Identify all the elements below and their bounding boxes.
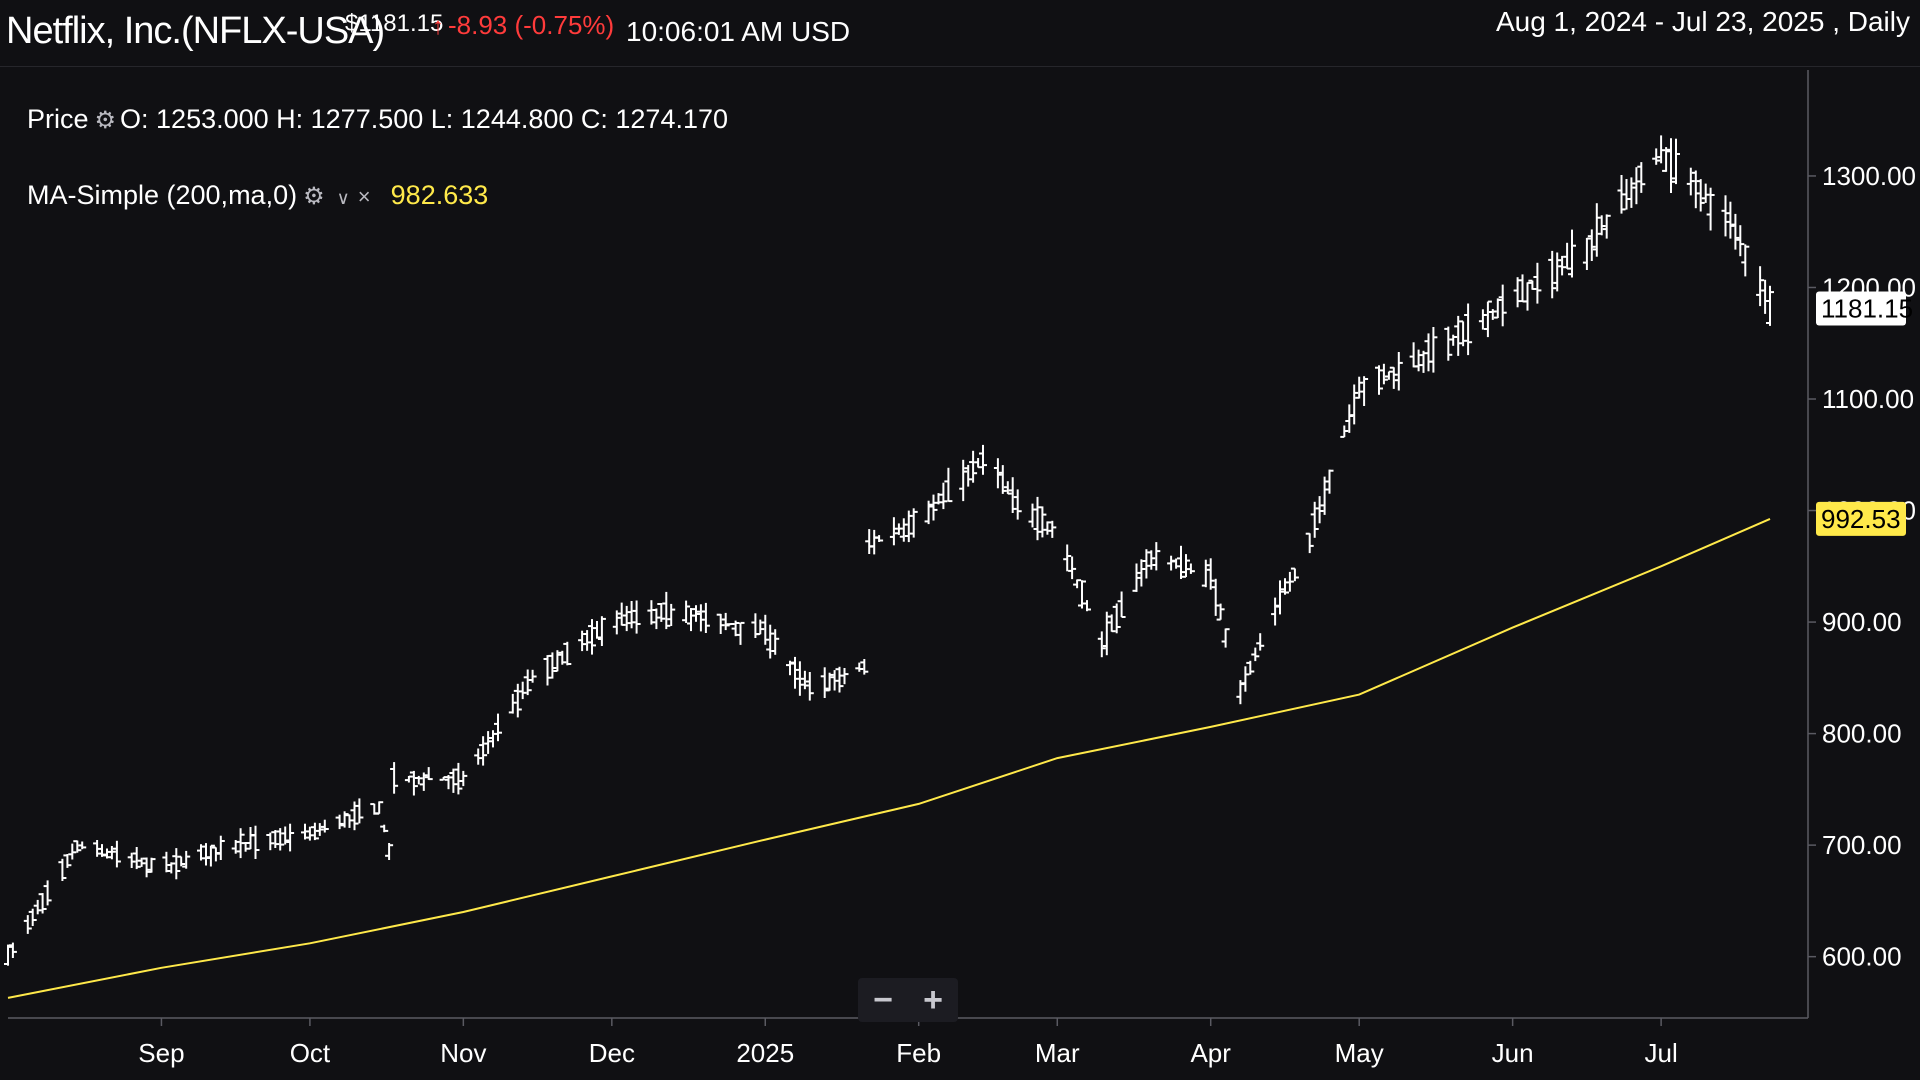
ma-value-tag-label: 992.53 [1821, 504, 1901, 534]
quote-time: 10:06:01 AM USD [626, 16, 851, 47]
ma-value-tag-box [1816, 501, 1906, 536]
current-price: $1181.15 [345, 10, 444, 37]
y-tick-label: 900.00 [1822, 607, 1902, 637]
zoom-controls: − + [858, 978, 958, 1022]
x-tick-label: May [1335, 1038, 1384, 1068]
price-legend-label: Price [27, 104, 89, 134]
y-tick-label: 700.00 [1822, 830, 1902, 860]
x-tick-label: Mar [1035, 1038, 1080, 1068]
price-legend: Price ⚙ O: 1253.000 H: 1277.500 L: 1244.80… [27, 104, 728, 135]
x-tick-label: Jun [1492, 1038, 1534, 1068]
gear-icon[interactable]: ⚙ [94, 107, 117, 134]
chevron-down-icon[interactable]: ∨ [336, 188, 350, 208]
arrow-up-icon: ↑ [432, 13, 444, 40]
x-tick-label: Feb [896, 1038, 941, 1068]
ma-layer [7, 517, 1771, 999]
x-tick-label: Sep [138, 1038, 184, 1068]
last-price-tag-box [1816, 291, 1906, 326]
price-change: ↑ -8.93 (-0.75%) [432, 10, 614, 41]
x-tick-label: Oct [290, 1038, 331, 1068]
close-icon[interactable]: × [357, 184, 371, 209]
y-tick-label: 1100.00 [1822, 384, 1914, 414]
ma-legend-label: MA-Simple (200,ma,0) [27, 180, 298, 210]
price-change-value: -8.93 (-0.75%) [448, 10, 615, 40]
y-tick-label: 600.00 [1822, 942, 1902, 972]
ma-legend-value: 982.633 [390, 180, 489, 210]
y-tick-label: 800.00 [1822, 719, 1902, 749]
price-tags: 1181.15 992.53 [1816, 291, 1913, 536]
date-range[interactable]: Aug 1, 2024 - Jul 23, 2025 , Daily [1495, 6, 1910, 37]
x-tick-label: Dec [589, 1038, 635, 1068]
x-tick-label: Nov [440, 1038, 486, 1068]
ma-line [7, 517, 1771, 999]
x-tick-label: Apr [1190, 1038, 1231, 1068]
symbol-title[interactable]: Netflix, Inc.(NFLX-USA) [6, 10, 385, 52]
zoom-in-button[interactable]: + [923, 980, 943, 1019]
chart-axes: 600.00700.00800.00900.001000.001100.0012… [8, 70, 1916, 1068]
ohlc-values: O: 1253.000 H: 1277.500 L: 1244.800 C: 1… [120, 104, 729, 134]
ma-legend: MA-Simple (200,ma,0) ⚙ ∨ × 982.633 [27, 180, 488, 211]
y-tick-label: 1300.00 [1822, 161, 1916, 191]
header: Netflix, Inc.(NFLX-USA) $1181.15 ↑ -8.93 … [0, 0, 1920, 67]
x-tick-label: 2025 [736, 1038, 794, 1068]
x-tick-label: Jul [1644, 1038, 1677, 1068]
candle-layer [4, 135, 1774, 966]
zoom-out-button[interactable]: − [873, 980, 893, 1019]
last-price-tag-label: 1181.15 [1821, 294, 1913, 324]
gear-icon[interactable]: ⚙ [303, 183, 325, 210]
